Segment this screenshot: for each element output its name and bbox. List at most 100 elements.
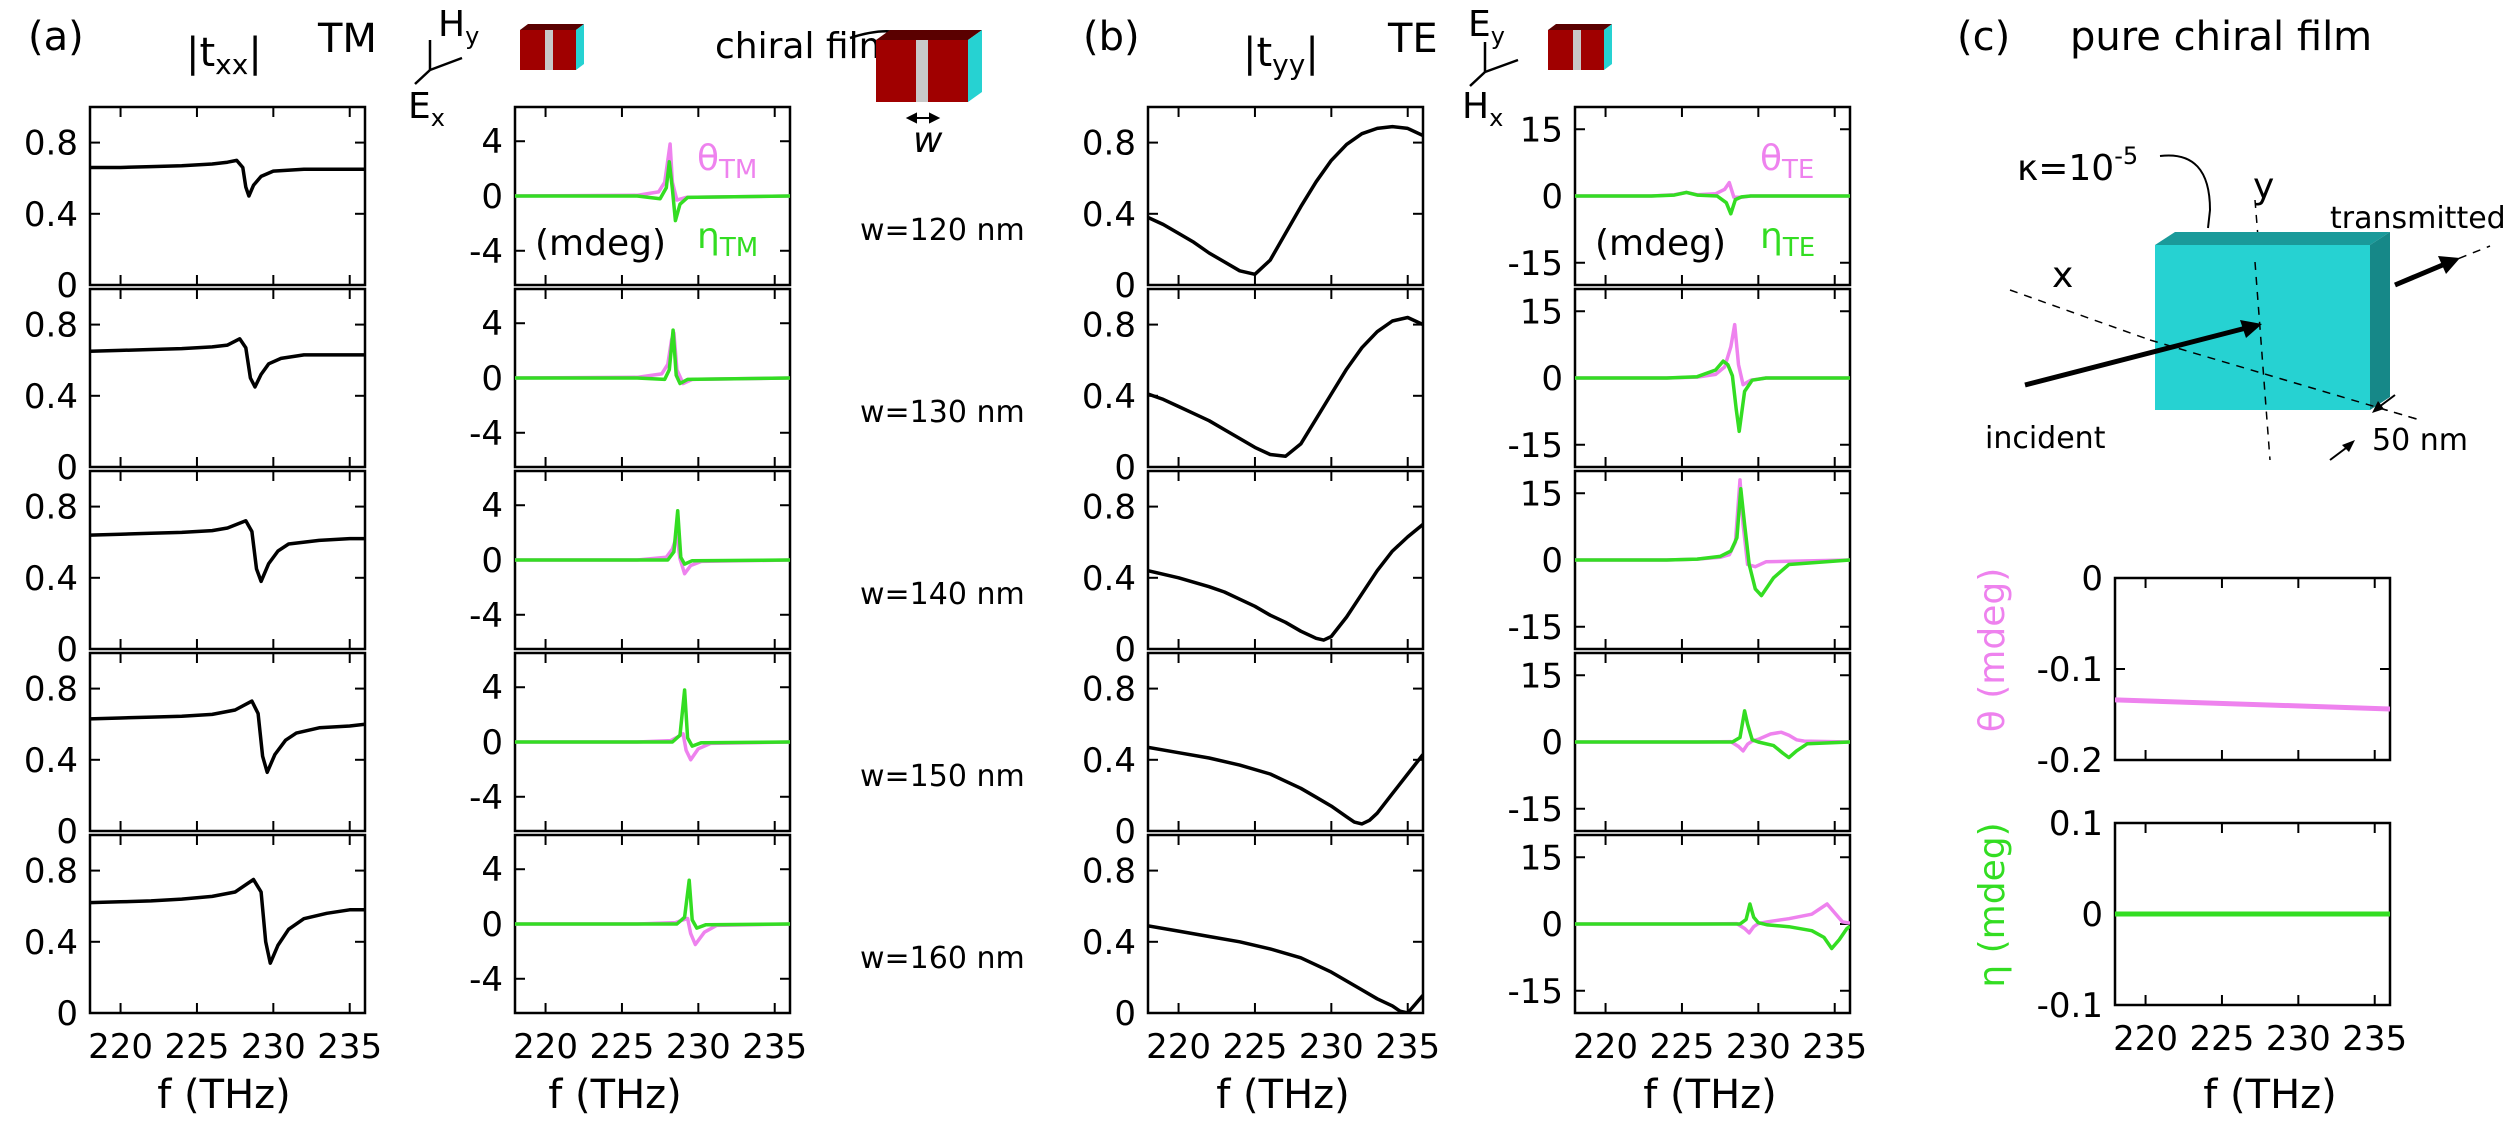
- txx-row3-ytick-label: 0: [56, 630, 78, 670]
- tyy-row2-frame: [1146, 287, 1425, 469]
- pure-theta-line: [2115, 697, 2390, 712]
- te-row5-xtick-label: 230: [1726, 1027, 1791, 1067]
- pure-eta-xtick-label: 230: [2266, 1019, 2331, 1059]
- txx-row5-ytick-label: 0: [56, 994, 78, 1034]
- theta-axis-title: θ (mdeg): [1972, 568, 2013, 732]
- txx-row4-frame: [88, 651, 367, 833]
- tm-row4-ytick-label: 0: [481, 723, 503, 763]
- pure-theta-ytick-label: 0: [2081, 559, 2103, 599]
- tm-row1-ytick-label: 0: [481, 177, 503, 217]
- tyy-row2-ytick-label: 0.4: [1082, 377, 1136, 417]
- te-row4-group: -15 0 15: [1507, 651, 1852, 833]
- tyy-row5-xtick-label: 220: [1146, 1027, 1211, 1067]
- txx-row1-ytick-label: 0: [56, 266, 78, 306]
- kappa-pointer: [2159, 154, 2212, 229]
- te-row2-ytick-label: -15: [1507, 426, 1563, 466]
- tm-row3-group: -4 0 4: [469, 469, 792, 651]
- theta-te-line-w130: [1575, 322, 1850, 387]
- tyy-row4-ytick-label: 0.8: [1082, 670, 1136, 710]
- tm-row3-ytick-label: 4: [481, 486, 503, 526]
- xlabel-tm: f (THz): [548, 1072, 682, 1118]
- width-label-140: w=140 nm: [860, 577, 1025, 612]
- ex-arrow: [414, 69, 431, 85]
- tm-row2-ytick-label: 4: [481, 304, 503, 344]
- transmitted-arrow: [2394, 261, 2446, 288]
- tm-row4-ytick-label: -4: [469, 778, 503, 818]
- te-row3-ytick-label: 0: [1541, 541, 1563, 581]
- te-row4-ytick-label: 0: [1541, 723, 1563, 763]
- txx-row5-xtick-label: 235: [317, 1027, 382, 1067]
- txx-row3-ytick-label: 0.8: [24, 488, 78, 528]
- tyy-row3-frame: [1146, 469, 1425, 651]
- kappa-label: κ=10-5: [2017, 142, 2138, 189]
- incident-label: incident: [1985, 421, 2106, 456]
- eta-te-line-w120: [1575, 190, 1850, 216]
- width-label-130: w=130 nm: [860, 395, 1025, 430]
- txx-line-w140: [90, 519, 365, 584]
- tm-field-inset: [414, 40, 463, 85]
- tyy-row5-ytick-label: 0.8: [1082, 852, 1136, 892]
- tyy-line-w140: [1148, 523, 1423, 642]
- pure-theta-ytick-label: -0.1: [2037, 650, 2103, 690]
- tm-row1-group: -4 0 4: [469, 105, 792, 287]
- pure-film-schematic: [2009, 154, 2491, 461]
- theta-tm-line-w130: [515, 331, 790, 386]
- tm-row2-ytick-label: -4: [469, 414, 503, 454]
- txx-row4-ytick-label: 0: [56, 812, 78, 852]
- width-labels: w=120 nm w=130 nm w=140 nm w=150 nm w=16…: [860, 213, 1025, 976]
- legend-eta-tm: ηTM: [697, 216, 758, 263]
- tm-row5-xtick-label: 225: [589, 1027, 654, 1067]
- tyy-row5-ytick-label: 0: [1114, 994, 1136, 1034]
- tyy-row1-ytick-label: 0: [1114, 266, 1136, 306]
- xlabel-te: f (THz): [1643, 1072, 1777, 1118]
- tm-row4-ytick-label: 4: [481, 668, 503, 708]
- txx-line-w150: [90, 699, 365, 775]
- tyy-row3-ytick-label: 0.8: [1082, 488, 1136, 528]
- te-row3-ytick-label: 15: [1520, 474, 1563, 514]
- panel-label-b: (b): [1083, 14, 1140, 60]
- w-arrow: [905, 112, 941, 124]
- pure-theta-group: -0.2 -0.1 0: [2037, 559, 2392, 781]
- te-row1-group: -15 0 15: [1507, 105, 1852, 287]
- pure-theta-ytick-label: -0.2: [2037, 741, 2103, 781]
- k-arrow-b: [1484, 58, 1519, 74]
- tm-title: TM: [317, 16, 377, 62]
- tyy-row4-group: 0 0.4 0.8: [1082, 651, 1425, 852]
- te-row5-xtick-label: 225: [1649, 1027, 1714, 1067]
- tyy-row2-group: 0 0.4 0.8: [1082, 287, 1425, 488]
- tm-row5-ytick-label: -4: [469, 960, 503, 1000]
- tyy-row3-ytick-label: 0: [1114, 630, 1136, 670]
- eta-te-line-w160: [1575, 902, 1850, 951]
- tm-row5-xtick-label: 230: [666, 1027, 731, 1067]
- plot-area: 00.40.8-40400.40.8-1501500.40.8-40400.40…: [24, 105, 2407, 1067]
- k-arrow-a: [429, 56, 463, 72]
- tyy-row5-frame: [1146, 833, 1425, 1015]
- tyy-row3-ytick-label: 0.4: [1082, 559, 1136, 599]
- theta-te-line-w140: [1575, 478, 1850, 569]
- tm-row2-group: -4 0 4: [469, 287, 792, 469]
- tm-row1-ytick-label: 4: [481, 122, 503, 162]
- txx-row1-ytick-label: 0.8: [24, 124, 78, 164]
- tyy-row3-group: 0 0.4 0.8: [1082, 469, 1425, 670]
- pure-eta-ytick-label: -0.1: [2037, 986, 2103, 1026]
- xlabel-pure: f (THz): [2203, 1072, 2337, 1118]
- te-row5-ytick-label: 15: [1520, 838, 1563, 878]
- tyy-row5-xtick-label: 230: [1299, 1027, 1364, 1067]
- txx-row3-ytick-label: 0.4: [24, 559, 78, 599]
- x-axis-dashed: [2009, 289, 2151, 341]
- legend-theta-tm: θTM: [697, 138, 757, 185]
- tyy-row4-ytick-label: 0: [1114, 812, 1136, 852]
- tm-row5-xtick-label: 235: [742, 1027, 807, 1067]
- txx-row2-frame: [88, 287, 367, 469]
- txx-row5-xtick-label: 220: [88, 1027, 153, 1067]
- tyy-row4-ytick-label: 0.4: [1082, 741, 1136, 781]
- te-row2-ytick-label: 0: [1541, 359, 1563, 399]
- tm-row4-group: -4 0 4: [469, 651, 792, 833]
- txx-row5-ytick-label: 0.8: [24, 852, 78, 892]
- txx-row1-frame: [88, 105, 367, 287]
- te-row3-group: -15 0 15: [1507, 469, 1852, 651]
- panel-label-a: (a): [28, 14, 84, 60]
- tm-row1-ytick-label: -4: [469, 232, 503, 272]
- tyy-title: |tyy|: [1243, 30, 1319, 81]
